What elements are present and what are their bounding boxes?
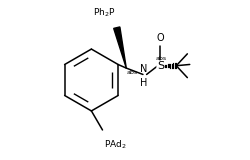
Text: Ph$_2$P: Ph$_2$P (92, 6, 115, 19)
Text: O: O (156, 33, 164, 43)
Text: abs: abs (155, 56, 166, 61)
Text: abs: abs (126, 70, 137, 75)
Polygon shape (113, 27, 126, 68)
Text: N: N (140, 64, 147, 74)
Text: H: H (140, 78, 147, 88)
Text: S: S (156, 61, 163, 71)
Text: PAd$_2$: PAd$_2$ (104, 139, 126, 151)
